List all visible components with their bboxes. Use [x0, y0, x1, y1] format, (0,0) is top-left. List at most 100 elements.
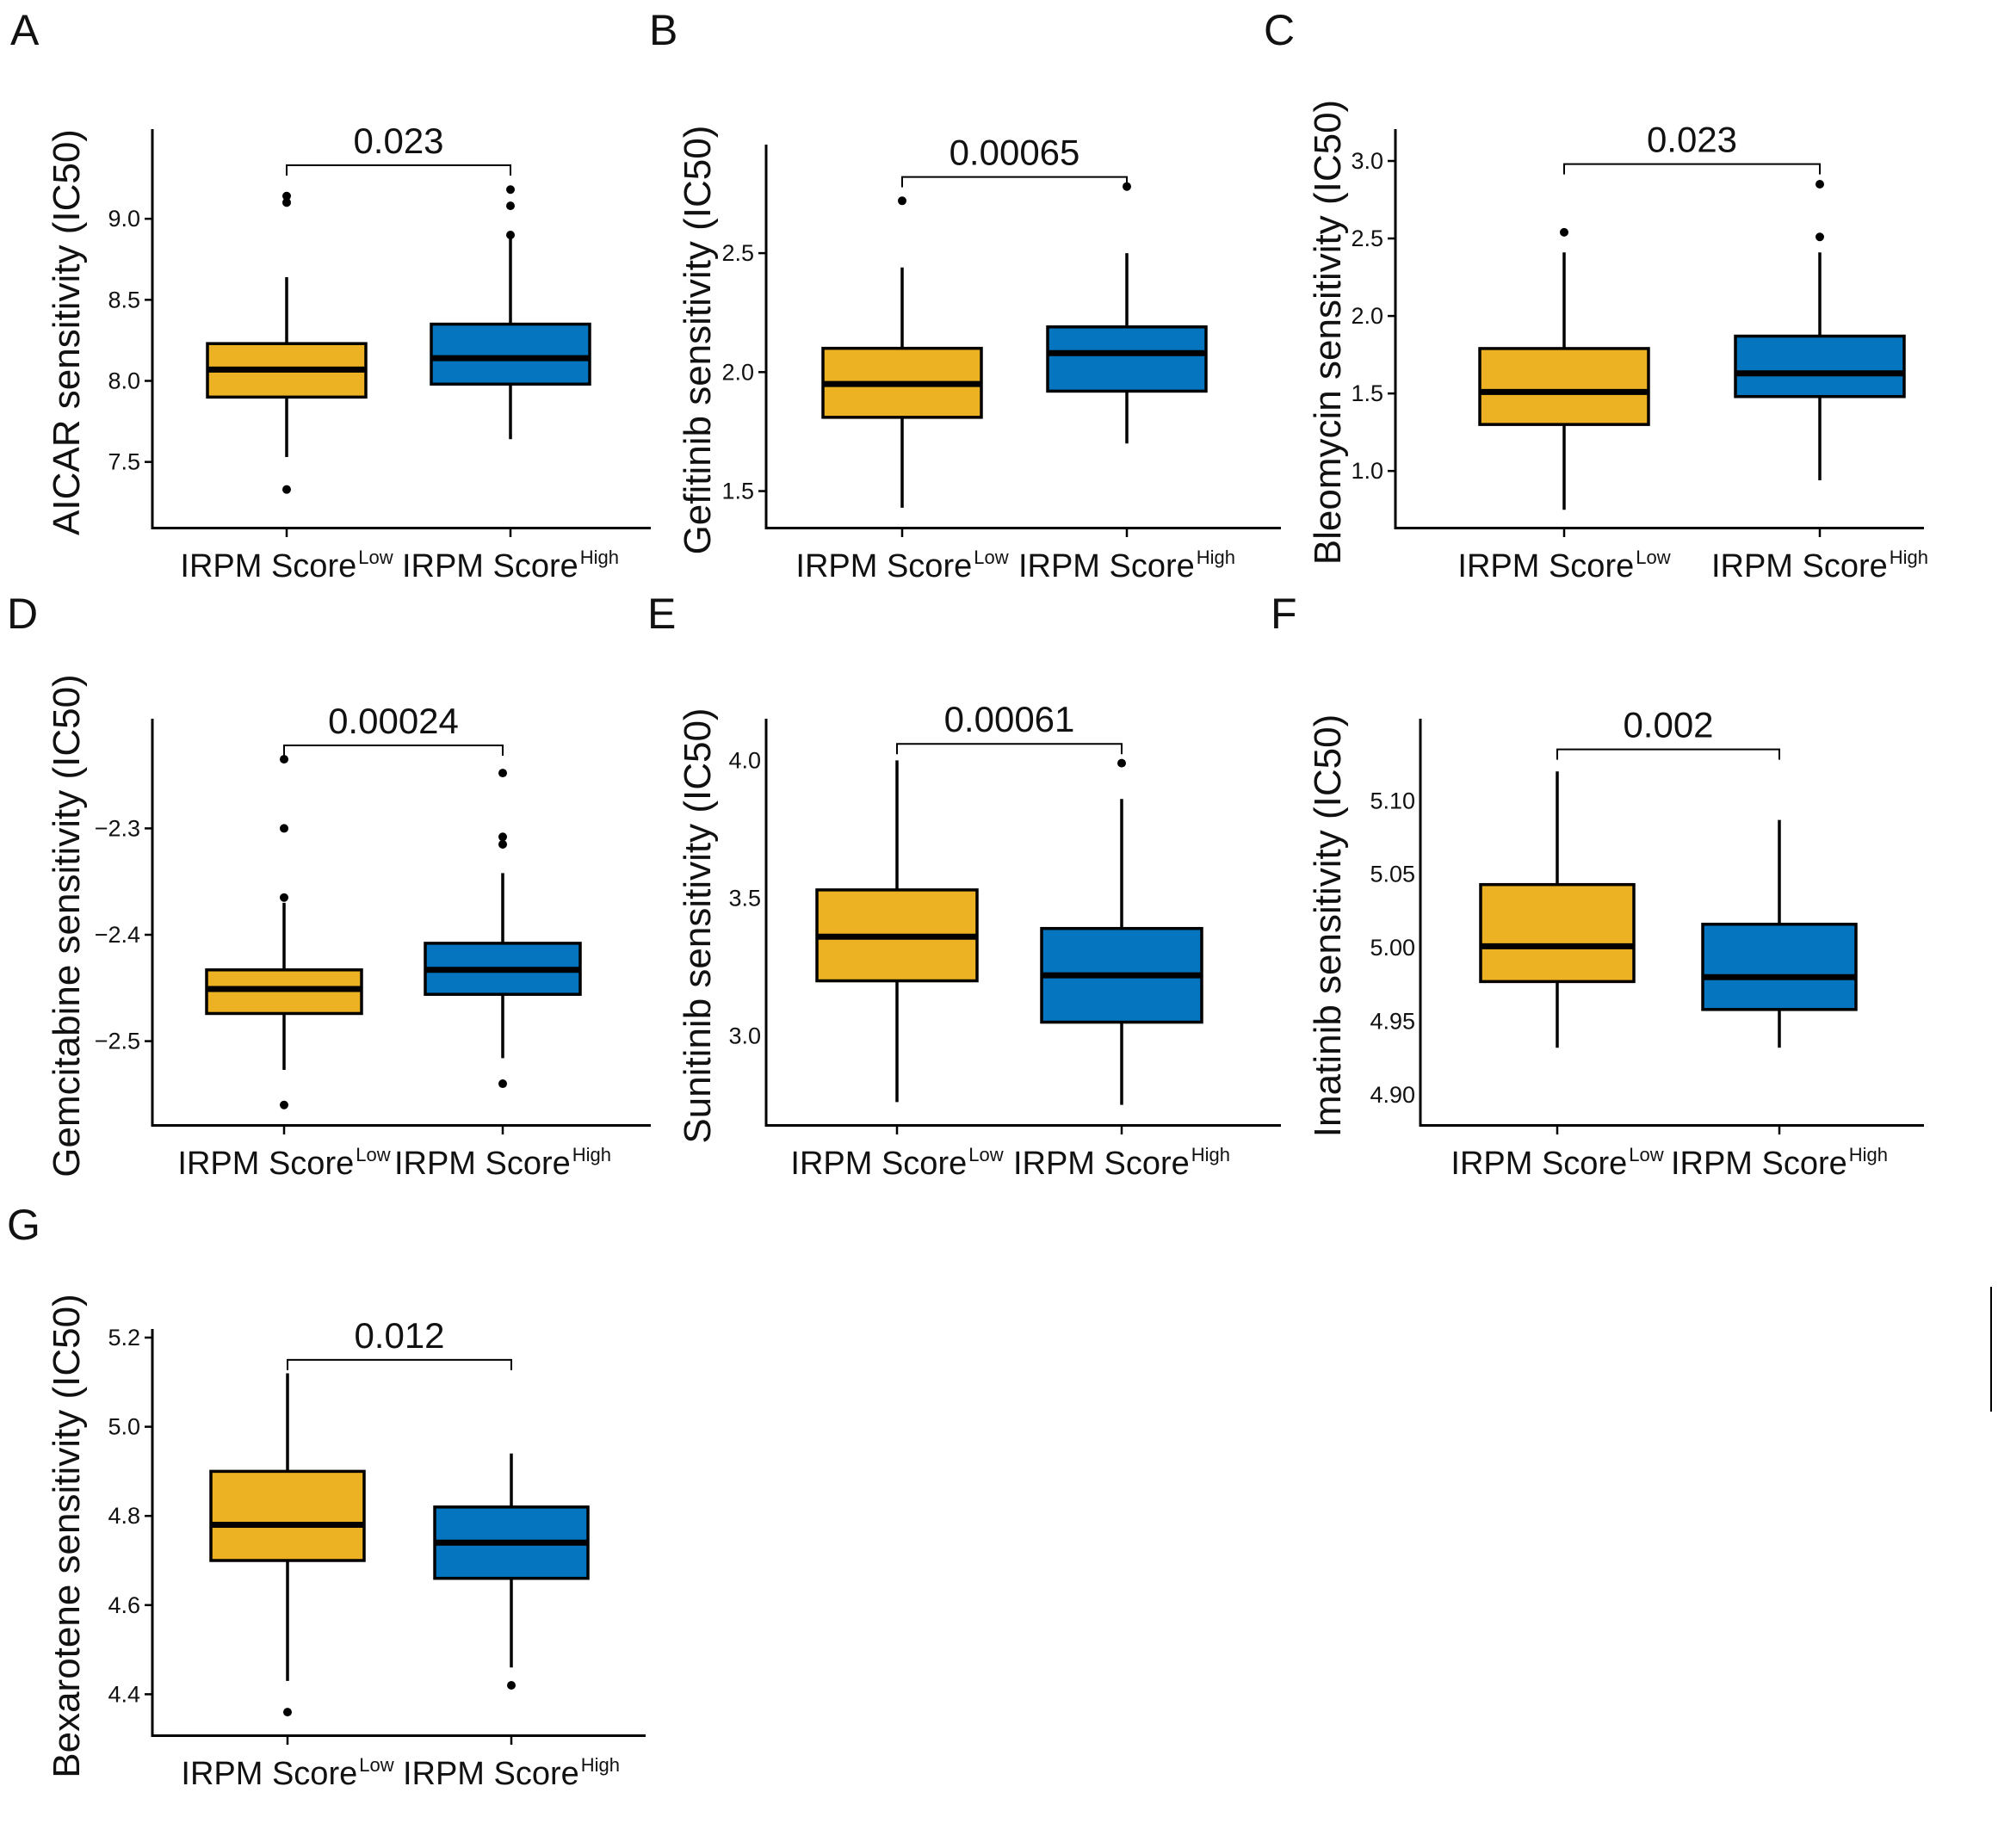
x-category-label: IRPM ScoreLow: [790, 1144, 1003, 1182]
x-category-label: IRPM ScoreHigh: [1018, 547, 1235, 584]
x-category-main: IRPM Score: [1451, 1146, 1627, 1182]
significance-bracket: [901, 176, 1128, 188]
x-category-label: IRPM ScoreLow: [1451, 1144, 1663, 1182]
x-category-superscript: High: [1890, 547, 1928, 568]
x-category-label: IRPM ScoreLow: [181, 1754, 393, 1792]
x-category-main: IRPM Score: [1013, 1146, 1190, 1182]
iqr-box: [1734, 334, 1906, 399]
y-tick-label: 4.95: [1370, 1008, 1415, 1034]
box-high: [430, 185, 591, 440]
y-tick-label: 2.5: [721, 240, 754, 266]
panel-letter: A: [10, 6, 40, 54]
y-axis-label: Gefitinib sensitivity (IC50): [677, 126, 719, 555]
x-category-superscript: Low: [968, 1144, 1003, 1165]
y-tick-label: 3.0: [1351, 148, 1383, 174]
y-axis-label: Sunitinib sensitivity (IC50): [677, 708, 719, 1143]
x-category-main: IRPM Score: [1457, 548, 1634, 584]
x-category-main: IRPM Score: [402, 548, 578, 584]
x-category-superscript: Low: [358, 547, 393, 568]
outlier-point: [506, 185, 515, 195]
y-tick-label: 1.5: [1351, 380, 1383, 406]
panel-letter: F: [1271, 590, 1297, 638]
y-tick-label: 2.0: [1351, 303, 1383, 329]
y-tick-label: −2.5: [95, 1029, 140, 1054]
x-category-main: IRPM Score: [177, 1146, 354, 1182]
x-category-main: IRPM Score: [795, 548, 972, 584]
outlier-point: [283, 1708, 292, 1717]
outlier-point: [280, 893, 288, 902]
box-high: [1046, 182, 1208, 444]
box-high: [424, 769, 582, 1089]
iqr-box: [1478, 347, 1650, 426]
x-category-main: IRPM Score: [403, 1756, 579, 1792]
y-tick-label: 4.6: [108, 1592, 140, 1618]
y-tick-label: 3.0: [728, 1023, 761, 1049]
iqr-box: [430, 322, 591, 386]
panel-b: B Gefitinib sensitivity (IC50) 1.5 2.0 2.5 IR…: [649, 6, 1281, 584]
y-tick-label: 1.5: [721, 479, 754, 504]
significance-bracket: [283, 745, 504, 757]
outlier-point: [1816, 232, 1824, 242]
y-tick-label: −2.3: [95, 815, 140, 841]
outlier-point: [507, 1681, 516, 1690]
y-tick-label: 8.0: [108, 368, 140, 394]
box-low: [1478, 227, 1650, 510]
iqr-box: [1046, 325, 1208, 393]
y-tick-label: 5.0: [108, 1414, 140, 1440]
outlier-point: [898, 196, 906, 206]
x-category-label: IRPM ScoreHigh: [403, 1754, 620, 1792]
x-category-label: IRPM ScoreLow: [795, 547, 1008, 584]
panel-letter: D: [7, 590, 38, 638]
outlier-point: [498, 839, 507, 849]
iqr-box: [209, 1469, 366, 1562]
significance-bracket: [1556, 748, 1780, 760]
panel-g: G Bexarotene sensitivity (IC50) 4.4 4.6 4.8 5…: [7, 1201, 646, 1792]
box-high: [1701, 819, 1858, 1048]
outlier-point: [280, 824, 288, 833]
y-tick-label: 5.05: [1370, 862, 1415, 887]
x-category-label: IRPM ScoreHigh: [1711, 547, 1928, 584]
outlier-point: [1816, 180, 1824, 189]
box-high: [1734, 180, 1906, 480]
x-category-superscript: Low: [359, 1754, 393, 1776]
significance-bracket: [287, 1358, 512, 1370]
panel-letter: C: [1264, 6, 1295, 54]
p-value-label: 0.023: [353, 121, 443, 161]
y-tick-label: 5.10: [1370, 788, 1415, 813]
x-category-superscript: High: [1849, 1144, 1888, 1165]
y-axis-label: Imatinib sensitivity (IC50): [1307, 714, 1349, 1137]
x-category-label: IRPM ScoreHigh: [394, 1144, 611, 1182]
x-category-label: IRPM ScoreHigh: [402, 547, 619, 584]
x-category-superscript: Low: [1636, 547, 1670, 568]
x-category-label: IRPM ScoreHigh: [1013, 1144, 1230, 1182]
p-value-label: 0.023: [1647, 120, 1737, 160]
x-category-superscript: High: [581, 1754, 620, 1776]
y-axis-label: Gemcitabine sensitivity (IC50): [46, 674, 88, 1177]
x-category-label: IRPM ScoreHigh: [1671, 1144, 1888, 1182]
outlier-point: [506, 201, 515, 211]
significance-bracket: [1563, 163, 1821, 175]
y-tick-label: 1.0: [1351, 458, 1383, 484]
panel-c: C Bleomycin sensitivity (IC50) 1.0 1.5 2.0 2.…: [1264, 6, 1928, 584]
x-category-main: IRPM Score: [790, 1146, 967, 1182]
box-high: [1040, 758, 1203, 1105]
p-value-label: 0.00065: [950, 133, 1080, 173]
p-value-label: 0.00061: [944, 699, 1075, 739]
y-tick-label: 4.8: [108, 1503, 140, 1529]
x-category-label: IRPM ScoreLow: [1457, 547, 1670, 584]
y-tick-label: 2.5: [1351, 226, 1383, 251]
y-tick-label: 8.5: [108, 287, 140, 312]
x-category-superscript: High: [580, 547, 619, 568]
x-category-superscript: High: [1197, 547, 1235, 568]
x-category-superscript: High: [572, 1144, 611, 1165]
x-category-superscript: High: [1191, 1144, 1230, 1165]
box-low: [1479, 771, 1636, 1048]
box-low: [821, 196, 983, 508]
x-category-main: IRPM Score: [181, 1756, 357, 1792]
y-axis-label: Bleomycin sensitivity (IC50): [1307, 100, 1349, 565]
outlier-point: [282, 198, 291, 207]
iqr-box: [1701, 923, 1858, 1011]
outlier-point: [1117, 758, 1126, 768]
panel-letter: B: [649, 6, 677, 54]
